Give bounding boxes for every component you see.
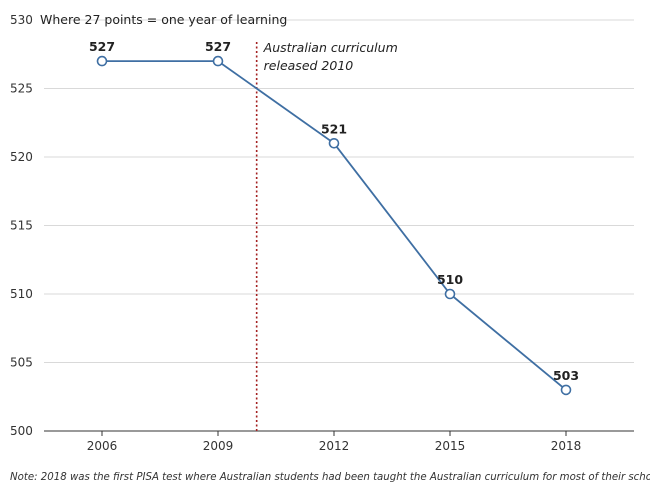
x-tick-label: 2009: [203, 439, 234, 453]
y-tick-label: 505: [10, 356, 33, 370]
data-point: [560, 384, 572, 396]
y-tick-label: 500: [10, 424, 33, 438]
data-point: [96, 55, 108, 67]
data-label: 510: [437, 272, 463, 287]
x-tick-label: 2012: [319, 439, 350, 453]
y-tick-label: 525: [10, 82, 33, 96]
gridlines: [44, 19, 634, 363]
data-point: [444, 288, 456, 300]
x-tick-label: 2018: [551, 439, 582, 453]
curriculum-annotation-line-1: Australian curriculum: [263, 40, 398, 55]
curriculum-annotation-line-2: released 2010: [264, 58, 354, 73]
data-labels: 527 527 521 510 503: [89, 39, 579, 383]
data-point: [212, 55, 224, 67]
x-tick-label: 2006: [87, 439, 118, 453]
data-label: 521: [321, 121, 347, 136]
data-label: 527: [89, 39, 115, 54]
y-axis-label: Where 27 points = one year of learning: [40, 12, 287, 27]
y-tick-label: 515: [10, 219, 33, 233]
y-tick-label: 530: [10, 13, 33, 27]
y-axis-ticks: 500 505 510 515 520 525 530: [10, 13, 33, 438]
data-point: [328, 138, 340, 149]
data-points: [96, 55, 572, 396]
data-label: 503: [553, 368, 579, 383]
footnote: Note: 2018 was the first PISA test where…: [10, 472, 650, 483]
y-tick-label: 510: [10, 287, 33, 301]
line-chart: 500 505 510 515 520 525 530 Where 27 points = …: [10, 12, 634, 453]
x-tick-label: 2015: [435, 439, 466, 453]
y-tick-label: 520: [10, 150, 33, 164]
data-label: 527: [205, 39, 231, 54]
x-axis-ticks: 2006 2009 2012 2015 2018: [87, 431, 582, 453]
